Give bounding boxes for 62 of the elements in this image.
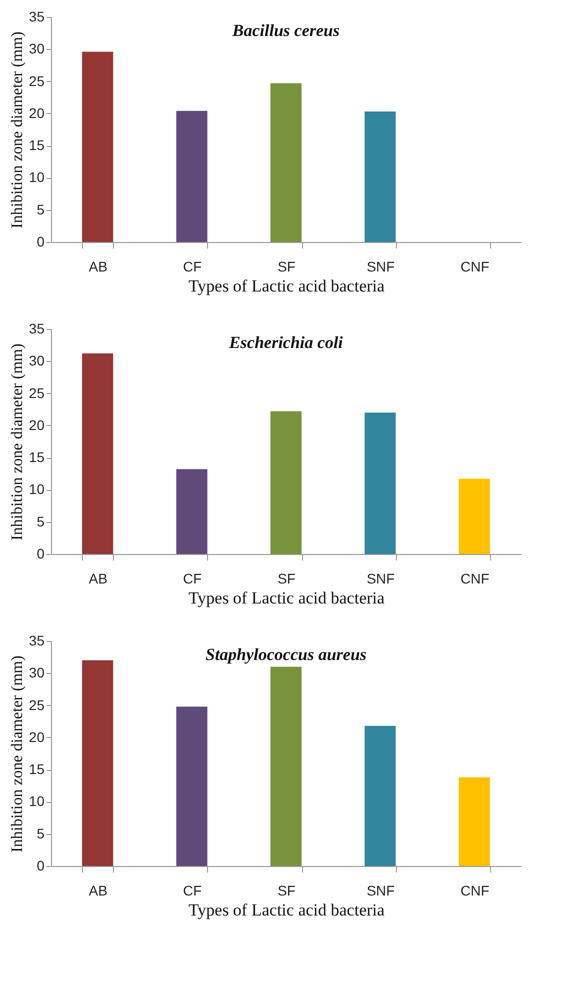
y-tick-label: 35 — [28, 632, 45, 648]
x-tick-label: CF — [182, 258, 202, 274]
bar — [270, 666, 302, 866]
x-axis-title: Types of Lactic acid bacteria — [188, 276, 385, 296]
y-tick-label: 15 — [28, 449, 45, 466]
y-tick-label: 20 — [28, 104, 45, 121]
x-axis-title: Types of Lactic acid bacteria — [188, 588, 385, 608]
chart-title: Bacillus cereus — [231, 21, 340, 40]
y-tick-label: 5 — [36, 825, 45, 842]
x-tick-label: SF — [278, 882, 296, 898]
x-tick-label: CNF — [460, 882, 490, 898]
chart-title: Escherichia coli — [228, 333, 344, 352]
y-tick-label: 15 — [28, 137, 45, 154]
y-tick-label: 30 — [28, 664, 45, 681]
x-tick-label: AB — [88, 882, 108, 898]
y-axis-title: Inhibition zone diameter (mm) — [8, 344, 26, 540]
bar — [82, 353, 114, 554]
bar — [458, 777, 490, 866]
x-tick-label: CNF — [460, 570, 490, 586]
y-tick-label: 10 — [28, 793, 45, 810]
bar — [458, 478, 490, 554]
y-tick-label: 10 — [28, 481, 45, 498]
y-axis-title: Inhibition zone diameter (mm) — [8, 656, 26, 852]
x-tick-label: CNF — [460, 258, 490, 274]
y-tick-label: 35 — [28, 8, 45, 24]
x-tick-label: SF — [278, 258, 296, 274]
chart-title: Staphylococcus aureus — [205, 645, 367, 664]
y-tick-label: 25 — [28, 384, 45, 401]
x-tick-label: AB — [88, 570, 108, 586]
y-tick-label: 35 — [28, 320, 45, 336]
bar — [364, 726, 396, 866]
x-axis-title: Types of Lactic acid bacteria — [188, 900, 385, 920]
bar — [364, 112, 396, 242]
y-tick-label: 30 — [28, 352, 45, 369]
y-tick-label: 30 — [28, 40, 45, 57]
y-tick-label: 15 — [28, 761, 45, 778]
x-tick-label: SNF — [366, 570, 395, 586]
y-tick-label: 5 — [36, 513, 45, 530]
x-tick-label: SF — [278, 570, 296, 586]
x-tick-label: CF — [182, 570, 202, 586]
y-tick-label: 0 — [36, 546, 45, 562]
y-tick-label: 0 — [36, 858, 45, 874]
bar — [176, 110, 208, 242]
y-tick-label: 10 — [28, 169, 45, 186]
bar — [364, 412, 396, 554]
y-tick-label: 0 — [36, 234, 45, 250]
y-tick-label: 20 — [28, 416, 45, 433]
bar — [176, 706, 208, 866]
bar — [82, 52, 114, 242]
bar — [270, 83, 302, 242]
bar — [82, 660, 114, 866]
y-tick-label: 25 — [28, 696, 45, 713]
y-tick-label: 25 — [28, 72, 45, 89]
x-tick-label: CF — [182, 882, 202, 898]
x-tick-label: AB — [88, 258, 108, 274]
x-tick-label: SNF — [366, 882, 395, 898]
y-tick-label: 5 — [36, 201, 45, 218]
bar — [176, 469, 208, 554]
bar — [270, 411, 302, 554]
y-tick-label: 20 — [28, 728, 45, 745]
y-axis-title: Inhibition zone diameter (mm) — [8, 32, 26, 228]
x-tick-label: SNF — [366, 258, 395, 274]
